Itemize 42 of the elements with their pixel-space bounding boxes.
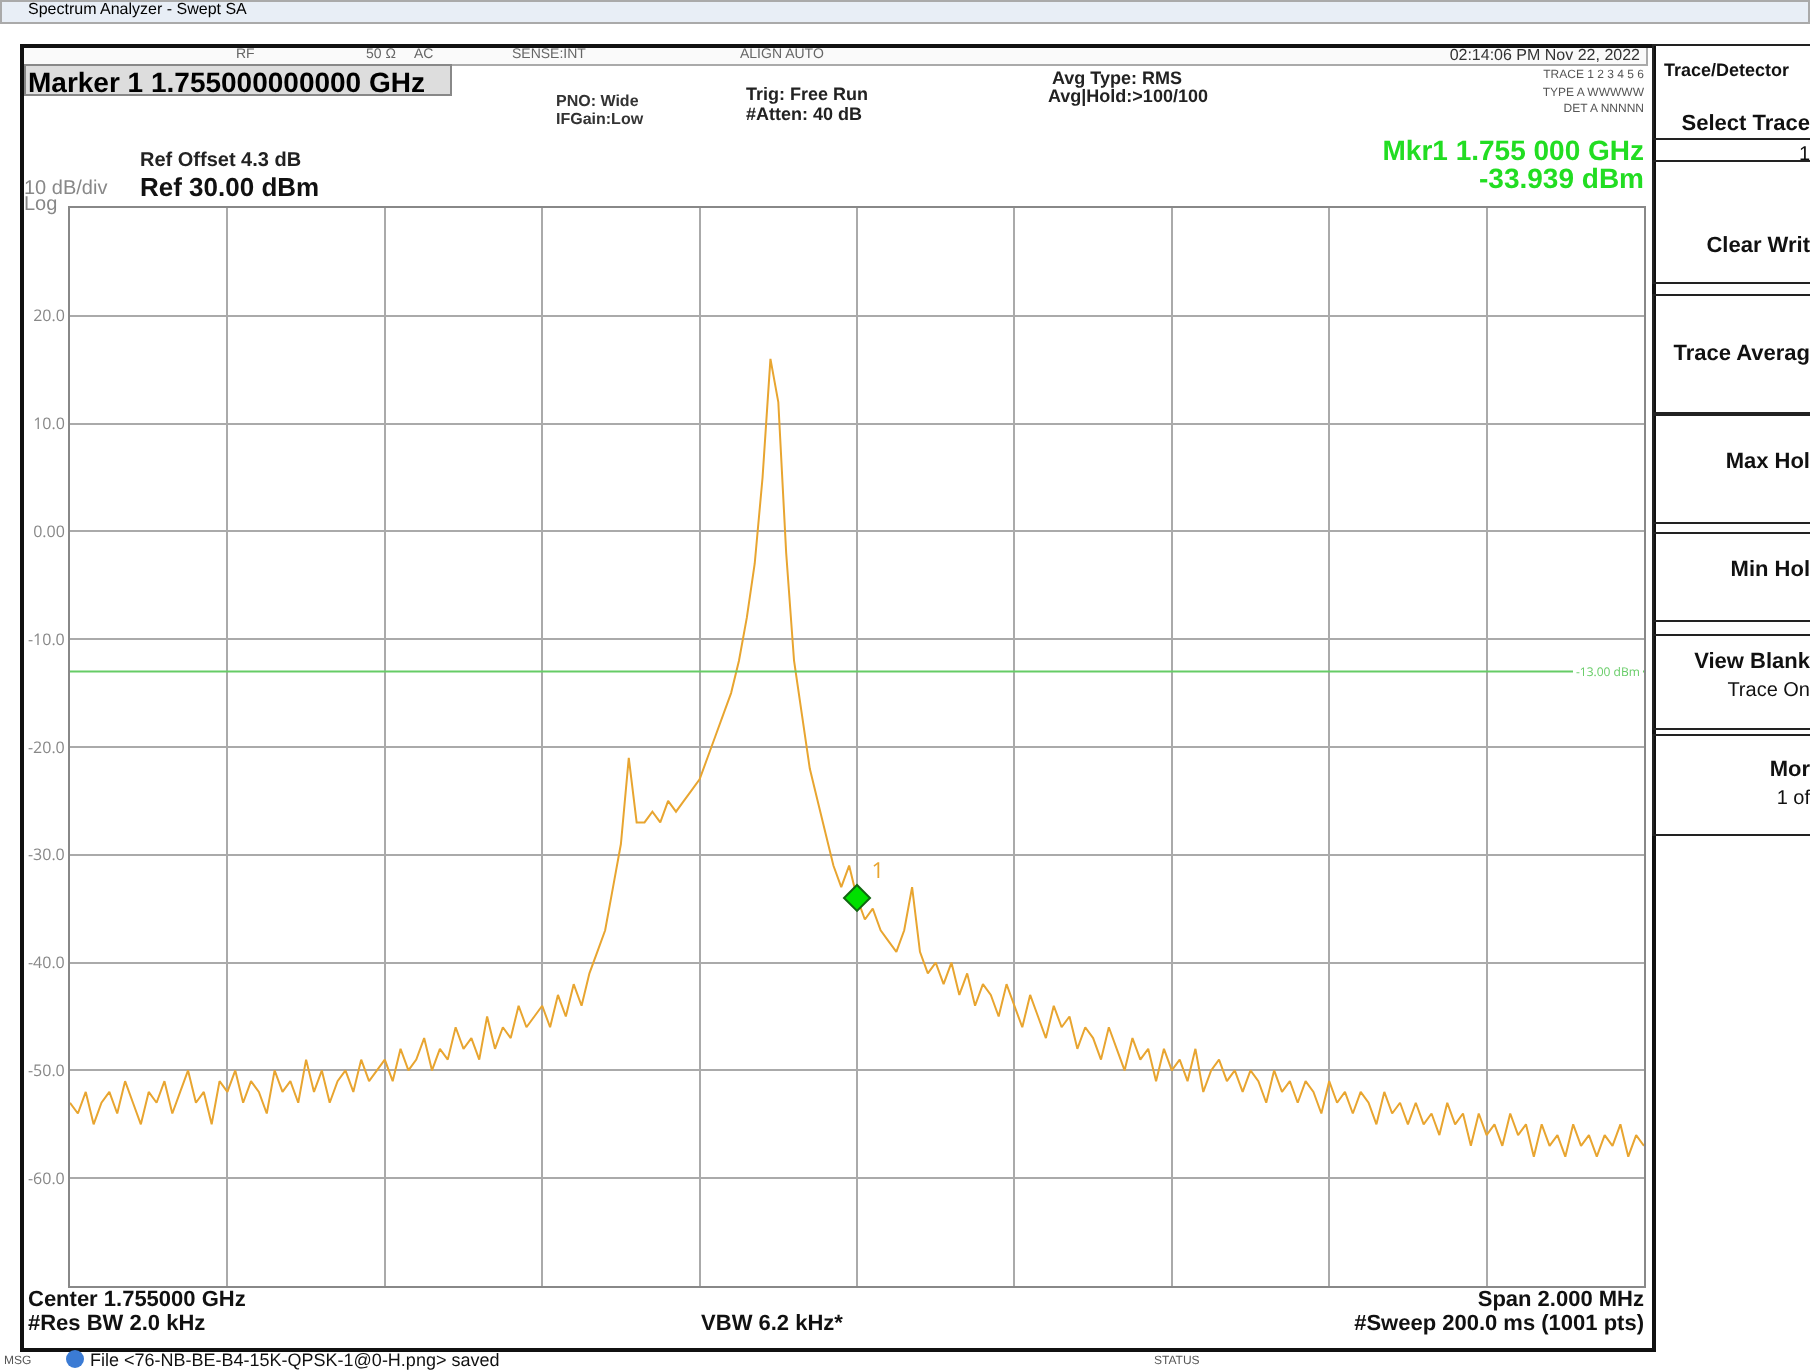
- line-series: [70, 357, 1644, 1158]
- text: Center 1.755000 GHz: [28, 1288, 246, 1312]
- text: Ref Offset 4.3 dB: [140, 150, 302, 172]
- text: 1 of: [1776, 788, 1810, 810]
- series-label: 1: [871, 855, 885, 886]
- text: Avg|Hold:>100/100: [1048, 86, 1208, 106]
- text: File <76-NB-BE-B4-15K-QPSK-1@0-H.png> saved: [90, 1350, 500, 1370]
- text: Select Trace: [1681, 112, 1810, 136]
- text: #Res BW 2.0 kHz: [28, 1312, 206, 1336]
- text: Min Hol: [1730, 558, 1810, 582]
- text: Max Hol: [1725, 450, 1810, 474]
- text: View Blank: [1694, 650, 1810, 674]
- y-tick-label: -20.0: [27, 736, 66, 759]
- y-tick-label: -60.0: [27, 1167, 66, 1190]
- text: Marker 1 1.755000000000 GHz: [28, 66, 425, 98]
- text: -33.939 dBm: [1479, 162, 1644, 194]
- text: Clear Writ: [1706, 234, 1810, 258]
- text: Avg Type: RMS: [1052, 68, 1183, 88]
- text: Ref 30.00 dBm: [140, 172, 320, 202]
- text: Trace Averag: [1673, 342, 1810, 366]
- text: Span 2.000 MHz: [1477, 1288, 1644, 1312]
- text: VBW 6.2 kHz*: [701, 1312, 843, 1336]
- text: #Sweep 200.0 ms (1001 pts): [1354, 1312, 1644, 1336]
- text: Mor: [1769, 758, 1810, 782]
- text: Trace/Detector: [1664, 60, 1790, 80]
- y-tick-label: -50.0: [27, 1060, 66, 1082]
- chart-title: Spectrum Analyzer - Swept SA: [28, 0, 247, 18]
- text: PNO: Wide: [556, 92, 639, 110]
- text: 02:14:06 PM Nov 22, 2022: [1449, 46, 1640, 64]
- text: Mkr1 1.755 000 GHz: [1382, 134, 1644, 166]
- y-tick-label: 0.00: [33, 521, 66, 543]
- text: Log: [24, 194, 58, 216]
- y-tick-label: -40.0: [27, 952, 66, 975]
- y-tick-label: -10.0: [27, 628, 66, 651]
- text: #Atten: 40 dB: [746, 104, 863, 124]
- y-tick-label: 10.0: [33, 413, 66, 436]
- y-tick-label: -30.0: [27, 844, 66, 867]
- y-tick-label: 20.0: [33, 305, 66, 328]
- text: Trig: Free Run: [746, 84, 869, 104]
- text: IFGain:Low: [556, 110, 644, 128]
- text: Trace On: [1727, 680, 1810, 702]
- text: 1: [1798, 144, 1810, 166]
